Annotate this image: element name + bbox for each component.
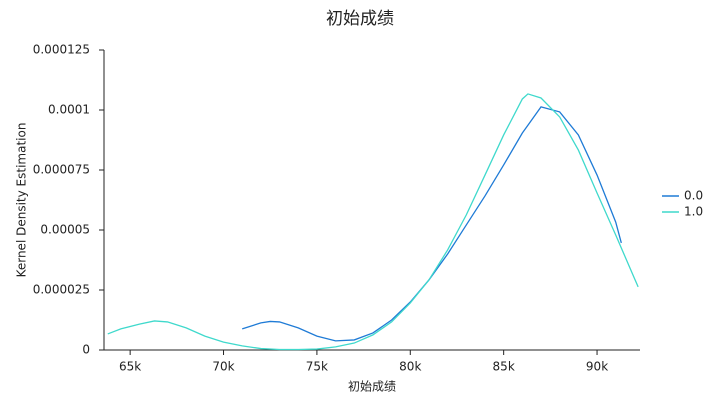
y-axis-label: Kernel Density Estimation [15,123,29,278]
series-line [107,93,639,351]
x-tick-label: 90k [586,360,608,374]
chart-title: 初始成绩 [326,9,394,29]
x-tick-label: 80k [399,360,421,374]
x-tick-label: 65k [119,360,141,374]
legend-label: 0.0 [684,189,703,203]
x-tick-label: 70k [212,360,234,374]
x-axis-label: 初始成绩 [348,380,396,394]
x-tick-label: 85k [493,360,515,374]
y-tick-label: 0.000075 [33,163,90,177]
x-tick-label: 75k [306,360,328,374]
y-tick-label: 0.0001 [48,103,90,117]
y-tick-label: 0.00005 [40,223,90,237]
y-tick-label: 0.000125 [33,43,90,57]
y-tick-label: 0 [82,343,90,357]
y-tick-label: 0.000025 [33,283,90,297]
legend-label: 1.0 [684,205,703,219]
series-line [242,106,622,342]
